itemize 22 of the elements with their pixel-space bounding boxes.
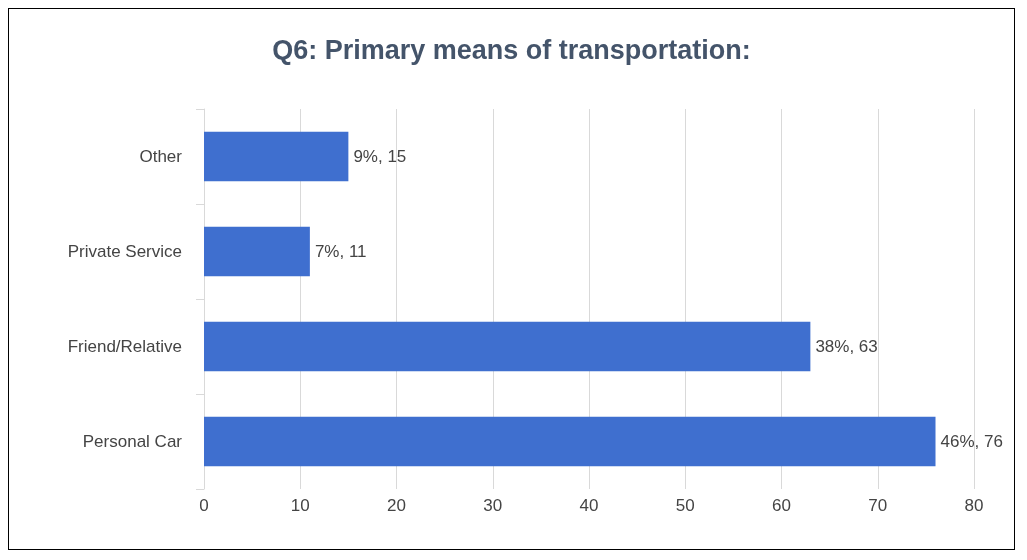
y-tick-label: Friend/Relative (67, 337, 182, 356)
data-label: 7%, 11 (314, 242, 367, 261)
bar (204, 131, 349, 182)
chart-title: Q6: Primary means of transportation: (272, 34, 751, 65)
x-tick-label: 30 (483, 496, 503, 515)
x-tick-label: 70 (868, 496, 888, 515)
x-tick-label: 40 (579, 496, 599, 515)
y-tick-label: Personal Car (82, 432, 183, 451)
x-tick-label: 20 (387, 496, 406, 515)
bar (204, 226, 310, 277)
data-label: 9%, 15 (353, 147, 407, 166)
data-label: 46%, 76 (940, 432, 1003, 451)
x-tick-label: 0 (199, 496, 209, 515)
bar (204, 416, 936, 467)
y-tick-label: Private Service (67, 242, 182, 261)
x-tick-label: 80 (964, 496, 984, 515)
x-tick-label: 60 (772, 496, 791, 515)
y-tick-label: Other (139, 147, 183, 166)
data-label: 38%, 63 (815, 337, 878, 356)
bar (204, 321, 811, 372)
x-tick-label: 50 (675, 496, 695, 515)
x-tick-label: 10 (290, 496, 310, 515)
